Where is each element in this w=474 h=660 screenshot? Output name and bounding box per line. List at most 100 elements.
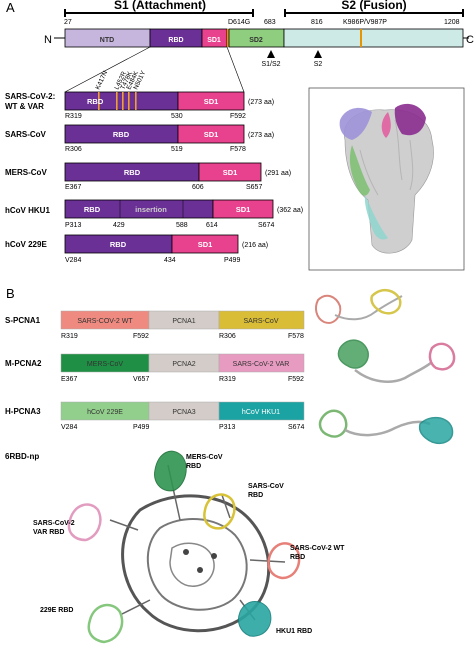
s-pcna1-l2: F592: [133, 333, 149, 340]
h-pcna3-seg-hku1: [218, 401, 305, 421]
hku1-mid3: 614: [206, 222, 218, 229]
hku1-mid2: 588: [176, 222, 188, 229]
rbd-label: RBD: [168, 37, 183, 44]
hku1-sd1-label: SD1: [236, 205, 251, 214]
mers-start: E367: [65, 184, 81, 191]
sars-start: R306: [65, 146, 82, 153]
fusion-name-m-pcna2: M-PCNA2: [5, 359, 42, 368]
229e-sd1-label: SD1: [198, 240, 213, 249]
h-pcna3-l3: P313: [219, 424, 235, 431]
s-pcna1-structure: [315, 288, 403, 324]
hku1-rbd-label: RBD: [84, 205, 101, 214]
m-pcna2-l2: V657: [133, 376, 149, 383]
s2-bracket: [284, 9, 464, 17]
sars-rbd-structure: [203, 493, 236, 530]
mers-end: S657: [246, 184, 262, 191]
sars2-mutation-ticks: [98, 92, 137, 110]
s-pcna1-seg1-label: SARS-COV-2 WT: [77, 318, 133, 325]
c-terminus: C: [466, 34, 474, 46]
sars-rbd-label-l2: RBD: [248, 492, 263, 499]
panel-a-label: A: [6, 0, 15, 15]
sd2-label: SD2: [249, 37, 263, 44]
pos-683: 683: [264, 19, 276, 26]
s1s2-arrow-icon: [267, 50, 275, 58]
hku1-start: P313: [65, 222, 81, 229]
s-pcna1-l3: R306: [219, 333, 236, 340]
hku1-mid: 429: [113, 222, 125, 229]
229e-rbd-label: RBD: [110, 240, 127, 249]
h-pcna3-l2: P499: [133, 424, 149, 431]
h-pcna3-l1: V284: [61, 424, 77, 431]
sars-length: (273 aa): [248, 132, 274, 139]
229e-start: V284: [65, 257, 81, 264]
229e-end: P499: [224, 257, 240, 264]
s-pcna1-l1: R319: [61, 333, 78, 340]
h-pcna3-l4: S674: [288, 424, 304, 431]
s2-arrow-icon: [314, 50, 322, 58]
s-pcna1-seg2-label: PCNA1: [172, 318, 195, 325]
panel-b-label: B: [6, 286, 15, 301]
s1-title: S1 (Attachment): [114, 0, 206, 12]
sars2-mid: 530: [171, 113, 183, 120]
sars2-var-rbd-structure: [67, 503, 102, 542]
spike-trimer-structure: [308, 87, 465, 271]
sars-sd1-bar: [177, 124, 245, 144]
hku1-rbd-label: HKU1 RBD: [276, 628, 312, 635]
s-pcna1-seg3-label: SARS-CoV: [243, 318, 278, 325]
sars-mid: 519: [171, 146, 183, 153]
229e-rbd-structure: [87, 603, 124, 644]
ntd-label: NTD: [100, 37, 114, 44]
nanoparticle-title: 6RBD-np: [5, 452, 39, 461]
m-pcna2-structure: [337, 339, 456, 383]
pos-d614g: D614G: [228, 19, 250, 26]
construct-name-sars2-variant: WT & VAR: [5, 102, 44, 111]
construct-name-mers: MERS-CoV: [5, 168, 47, 177]
mers-sd1-bar: [198, 162, 262, 182]
sars-rbd-label-l1: SARS-CoV: [248, 483, 284, 490]
construct-name-sars: SARS-CoV: [5, 130, 47, 139]
mers-length: (291 aa): [265, 170, 291, 177]
m-pcna2-seg2-label: PCNA2: [172, 361, 195, 368]
sars2-wt-rbd-label-l2: RBD: [290, 554, 305, 561]
h-pcna3-seg2-label: PCNA3: [172, 409, 195, 416]
hku1-sd1-bar: [212, 199, 274, 219]
k986p-marker: [360, 29, 362, 47]
construct-name-229e: hCoV 229E: [5, 240, 47, 249]
hku1-end: S674: [258, 222, 274, 229]
mers-rbd-label-l2: RBD: [186, 463, 201, 470]
mutation-k417n: K417N: [94, 70, 109, 91]
m-pcna2-l1: E367: [61, 376, 77, 383]
sars2-var-rbd-label-l2: VAR RBD: [33, 529, 64, 536]
hku1-length: (362 aa): [277, 207, 303, 214]
m-pcna2-seg1-label: MERS-CoV: [87, 361, 124, 368]
sars2-sd1-bar: [177, 91, 245, 111]
sars-end: F578: [230, 146, 246, 153]
mers-rbd-structure: [154, 450, 187, 492]
h-pcna3-seg1-label: hCoV 229E: [87, 409, 123, 416]
fusion-name-h-pcna3: H-PCNA3: [5, 407, 41, 416]
mutation-labels: K417N L452R T478K E484K N501Y: [94, 69, 147, 91]
s2-site-label: S2: [314, 61, 323, 68]
sars2-var-rbd-label-l1: SARS-CoV-2: [33, 520, 75, 527]
construct-name-sars2: SARS-CoV-2:: [5, 92, 55, 101]
mers-rbd-label-l1: MERS-CoV: [186, 454, 223, 461]
sars2-length: (273 aa): [248, 99, 274, 106]
d614g-marker: [227, 29, 229, 47]
s2-title: S2 (Fusion): [341, 0, 406, 12]
pos-816: 816: [311, 19, 323, 26]
sars2-wt-rbd-label-l1: SARS-CoV-2 WT: [290, 545, 345, 552]
sars-rbd-label: RBD: [113, 130, 130, 139]
s-pcna1-l4: F578: [288, 333, 304, 340]
h-pcna3-structure: [318, 409, 454, 444]
229e-length: (216 aa): [242, 242, 268, 249]
sars2-end: F592: [230, 113, 246, 120]
s1s2-site-label: S1/S2: [261, 61, 280, 68]
mers-mid: 606: [192, 184, 204, 191]
fusion-name-s-pcna1: S-PCNA1: [5, 316, 41, 325]
mers-rbd-label: RBD: [124, 168, 141, 177]
m-pcna2-l3: R319: [219, 376, 236, 383]
s-pcna1-seg-sars-cov: [218, 310, 305, 330]
229e-rbd-label: 229E RBD: [40, 607, 73, 614]
hku1-rbd-structure: [237, 601, 272, 637]
